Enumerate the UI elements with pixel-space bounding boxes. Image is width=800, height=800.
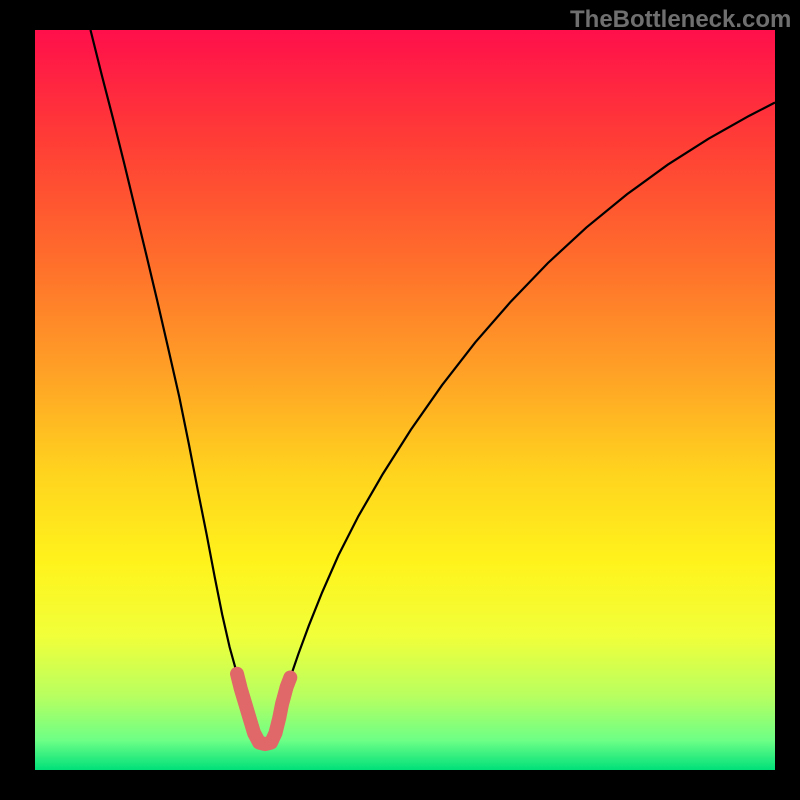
plot-svg (35, 30, 775, 770)
plot-background (35, 30, 775, 770)
plot-area (35, 30, 775, 770)
chart-root: TheBottleneck.com (0, 0, 800, 800)
